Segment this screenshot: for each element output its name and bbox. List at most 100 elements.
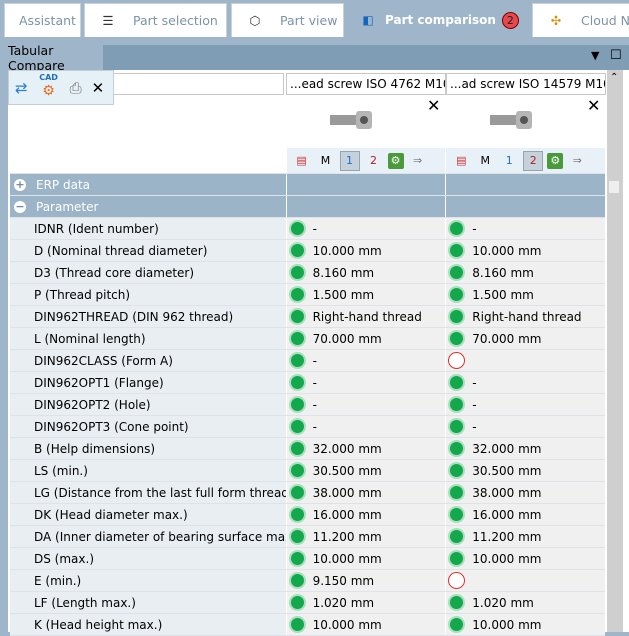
parameter-label: D3 (Thread core diameter) <box>10 262 286 283</box>
export-arrow-icon[interactable]: ⇒ <box>412 154 423 167</box>
open-icon[interactable]: ⇄ <box>15 78 28 97</box>
value-text: 16.000 mm <box>472 507 542 522</box>
parameter-label: DIN962CLASS (Form A) <box>10 350 286 371</box>
remove-part-1-icon[interactable]: ✕ <box>427 96 441 115</box>
match-status-icon <box>448 528 466 545</box>
ruler-icon[interactable]: ▤ <box>296 154 307 167</box>
value-cell: 8.160 mm <box>285 262 446 283</box>
value-text: 1.020 mm <box>472 595 534 610</box>
cad-export-button[interactable]: CAD ⚙ <box>38 73 60 103</box>
value-text: 10.000 mm <box>312 617 382 632</box>
collapse-icon[interactable]: − <box>14 200 26 213</box>
compare-icon: ◧ <box>362 13 374 27</box>
match-status-icon <box>448 286 466 303</box>
dropdown-arrow-icon[interactable]: ▼ <box>591 49 600 62</box>
m-button[interactable]: M <box>320 154 331 167</box>
match-status-icon <box>448 616 466 633</box>
tabular-compare-panel: Tabular Compare ▼ ☐ ⇄ CAD ⚙ ⎙ ✕ ...ead sc… <box>8 43 629 636</box>
count-badge: 2 <box>501 11 519 29</box>
m-button[interactable]: M <box>480 154 491 167</box>
value-cell: 10.000 mm <box>445 614 605 635</box>
tab-part-selection[interactable]: ☰ Part selection <box>84 3 227 37</box>
match-status-icon <box>448 462 466 479</box>
parameter-label: K (Head height max.) <box>10 614 286 635</box>
table-row: IDNR (Ident number) - - <box>10 218 605 240</box>
value-cell: - <box>445 416 605 437</box>
column-1-controls: ▤ M 1 2 ⚙ ⇒ <box>285 148 446 173</box>
table-row: B (Help dimensions) 32.000 mm 32.000 mm <box>10 438 605 460</box>
value-cell: 70.000 mm <box>445 328 605 349</box>
panel-header: Tabular Compare ▼ ☐ <box>8 43 629 73</box>
parameter-label: E (min.) <box>10 570 286 591</box>
parameter-label: P (Thread pitch) <box>10 284 286 305</box>
missing-status-icon <box>448 572 466 589</box>
network-icon: ✣ <box>550 13 562 28</box>
select-2-button[interactable]: 2 <box>370 154 378 167</box>
group-erp-data[interactable]: + ERP data <box>10 174 605 196</box>
gear-icon[interactable]: ⚙ <box>387 152 404 169</box>
export-arrow-icon[interactable]: ⇒ <box>572 154 582 167</box>
value-text: 30.500 mm <box>312 463 382 478</box>
match-status-icon <box>448 330 466 347</box>
value-text: 10.000 mm <box>472 551 542 566</box>
cubes-icon: ⬡ <box>249 13 261 28</box>
scroll-up-icon[interactable]: ⌃ <box>610 72 619 83</box>
table-row: P (Thread pitch) 1.500 mm 1.500 mm <box>10 284 605 306</box>
parameter-label: DIN962THREAD (DIN 962 thread) <box>10 306 286 327</box>
value-cell: 32.000 mm <box>285 438 446 459</box>
value-cell: 1.500 mm <box>445 284 605 305</box>
gear-icon[interactable]: ⚙ <box>547 152 564 169</box>
tab-part-comparison[interactable]: ◧ Part comparison 2 <box>349 3 529 37</box>
match-status-icon <box>288 462 306 479</box>
scrollbar-thumb[interactable] <box>609 181 619 193</box>
match-status-icon <box>288 308 306 325</box>
value-cell: 1.020 mm <box>445 592 605 613</box>
value-cell: 10.000 mm <box>285 548 446 569</box>
value-text: 38.000 mm <box>472 485 542 500</box>
match-status-icon <box>288 506 306 523</box>
group-label: ERP data <box>36 177 90 192</box>
match-status-icon <box>288 572 306 589</box>
tab-part-view[interactable]: ⬡ Part view <box>231 3 344 37</box>
tab-cloud[interactable]: ✣ Cloud Na <box>532 3 629 37</box>
group-parameter[interactable]: − Parameter <box>10 196 605 218</box>
part-1-thumbnail <box>330 111 372 129</box>
tab-label: Assistant <box>19 13 76 28</box>
compare-table: ▤ M 1 2 ⚙ ⇒ ▤ M 1 2 ⚙ ⇒ + ERP data − Param… <box>10 148 605 636</box>
vertical-scrollbar[interactable]: ⌃ <box>607 70 623 632</box>
value-text: 10.000 mm <box>312 551 382 566</box>
table-row: K (Head height max.) 10.000 mm 10.000 mm <box>10 614 605 636</box>
maximize-icon[interactable]: ☐ <box>610 48 622 63</box>
value-cell: - <box>445 394 605 415</box>
value-cell: 9.150 mm <box>285 570 446 591</box>
search-field[interactable] <box>114 73 284 95</box>
tab-label: Part selection <box>133 13 218 28</box>
match-status-icon <box>448 242 466 259</box>
match-status-icon <box>448 594 466 611</box>
print-icon[interactable]: ⎙ <box>69 78 82 97</box>
value-cell: 10.000 mm <box>285 240 446 261</box>
parameter-label: DIN962OPT3 (Cone point) <box>10 416 286 437</box>
value-text: - <box>312 419 317 434</box>
panel-title[interactable]: Tabular Compare <box>8 43 103 73</box>
value-text: 1.500 mm <box>312 287 375 302</box>
expand-icon[interactable]: + <box>14 178 26 191</box>
value-text: - <box>312 397 317 412</box>
match-status-icon <box>448 396 466 413</box>
match-status-icon <box>448 550 466 567</box>
select-1-button[interactable]: 1 <box>505 154 513 167</box>
match-status-icon <box>288 264 306 281</box>
value-cell <box>445 570 605 591</box>
value-text: Right-hand thread <box>312 309 422 324</box>
value-cell: 32.000 mm <box>445 438 605 459</box>
parameter-label: IDNR (Ident number) <box>10 218 286 239</box>
close-icon[interactable]: ✕ <box>91 78 105 97</box>
match-status-icon <box>448 418 466 435</box>
select-2-button[interactable]: 2 <box>523 150 544 171</box>
value-cell: 38.000 mm <box>445 482 605 503</box>
parameter-label: DS (max.) <box>10 548 286 569</box>
tab-assistant[interactable]: Assistant <box>4 3 81 37</box>
remove-part-2-icon[interactable]: ✕ <box>587 96 601 115</box>
ruler-icon[interactable]: ▤ <box>456 154 467 167</box>
select-1-button[interactable]: 1 <box>339 150 360 171</box>
